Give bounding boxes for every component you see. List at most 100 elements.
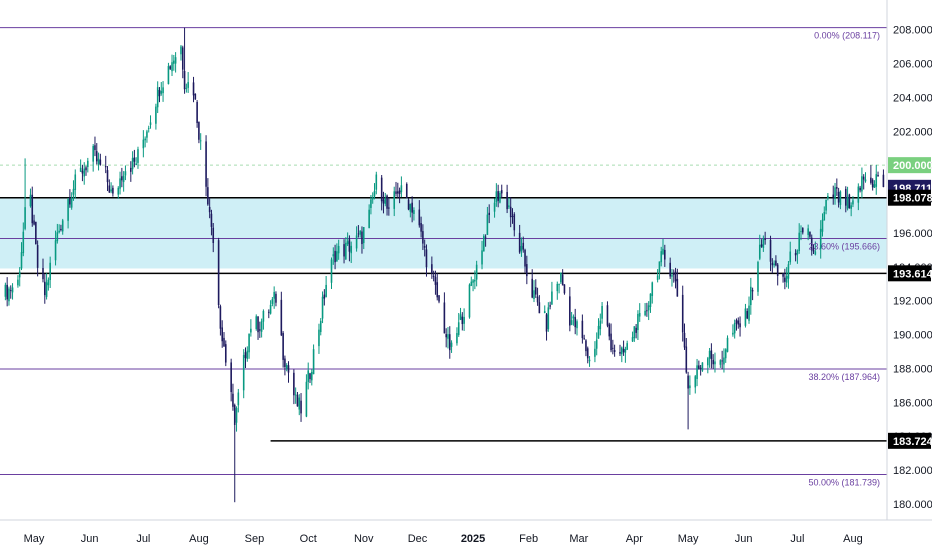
candle-body-down bbox=[735, 320, 738, 324]
candle-body-up bbox=[325, 284, 327, 298]
candle-body-down bbox=[699, 367, 702, 369]
time-tick-label: Jun bbox=[735, 533, 753, 545]
candle-body-up bbox=[796, 250, 799, 255]
candle-body-up bbox=[572, 316, 575, 319]
candle-body-down bbox=[674, 271, 677, 282]
candle-body-up bbox=[83, 168, 86, 177]
candle-body-down bbox=[676, 278, 679, 297]
price-tick-label: 208.000 bbox=[893, 25, 932, 37]
candle-body-up bbox=[162, 87, 164, 94]
candle-body-up bbox=[355, 235, 358, 249]
candle-body-down bbox=[244, 352, 247, 359]
candle-body-down bbox=[836, 187, 838, 189]
candle-body-up bbox=[370, 199, 372, 208]
candle-body-down bbox=[300, 400, 302, 414]
candle-body-up bbox=[131, 157, 134, 170]
candle-body-up bbox=[459, 314, 462, 320]
candle-body-down bbox=[60, 228, 62, 231]
candle-body-down bbox=[219, 306, 222, 329]
time-tick-label: Feb bbox=[519, 533, 538, 545]
candle-body-up bbox=[823, 211, 826, 221]
candle-body-up bbox=[97, 158, 100, 165]
candle-body-up bbox=[875, 174, 878, 187]
candle-body-up bbox=[147, 128, 150, 129]
candle-body-down bbox=[764, 238, 766, 241]
candle-body-up bbox=[298, 397, 301, 410]
candle-body-up bbox=[475, 264, 478, 280]
time-tick-label: Jun bbox=[81, 533, 99, 545]
candle-body-down bbox=[382, 199, 385, 204]
candles-layer bbox=[4, 27, 885, 503]
candle-body-up bbox=[556, 283, 559, 292]
candle-body-down bbox=[721, 360, 723, 362]
candle-body-up bbox=[733, 323, 736, 334]
candle-body-up bbox=[167, 66, 170, 85]
candle-body-down bbox=[497, 191, 499, 201]
level-labels-layer: 0.00% (208.117) 23.60% (195.666) 38.20% (1… bbox=[808, 31, 880, 488]
candle-body-up bbox=[744, 308, 747, 326]
level-badge-text: 183.724 bbox=[893, 436, 932, 448]
candle-body-down bbox=[882, 174, 885, 187]
candle-body-up bbox=[368, 209, 370, 229]
candle-body-up bbox=[117, 187, 120, 195]
candle-body-down bbox=[844, 188, 847, 206]
candle-body-down bbox=[794, 253, 797, 256]
candle-body-down bbox=[133, 157, 136, 162]
candle-body-up bbox=[656, 275, 659, 280]
candle-body-down bbox=[877, 175, 879, 177]
candle-body-up bbox=[701, 362, 704, 371]
candle-body-up bbox=[547, 307, 550, 330]
candle-body-up bbox=[67, 199, 69, 221]
candle-body-up bbox=[560, 272, 562, 283]
candle-body-up bbox=[47, 279, 50, 286]
candle-body-down bbox=[506, 192, 508, 210]
candle-body-down bbox=[737, 320, 740, 325]
candle-body-down bbox=[513, 214, 516, 231]
candle-body-down bbox=[518, 232, 521, 253]
candle-body-up bbox=[834, 187, 836, 199]
candle-body-up bbox=[119, 178, 121, 189]
candle-body-up bbox=[483, 235, 485, 252]
candle-body-down bbox=[461, 316, 464, 325]
candle-body-up bbox=[758, 244, 761, 259]
candle-body-down bbox=[681, 294, 684, 333]
candle-body-up bbox=[17, 279, 19, 286]
candle-body-down bbox=[196, 101, 198, 124]
candle-body-up bbox=[472, 280, 474, 283]
candle-body-up bbox=[255, 316, 258, 329]
candle-body-up bbox=[474, 279, 476, 282]
candle-body-up bbox=[620, 347, 623, 355]
candle-body-down bbox=[771, 262, 774, 266]
candle-body-up bbox=[601, 305, 603, 319]
candle-body-up bbox=[250, 328, 252, 333]
candle-body-down bbox=[812, 250, 815, 252]
time-tick-label: 2025 bbox=[461, 533, 485, 545]
candle-body-up bbox=[49, 262, 51, 280]
candle-body-up bbox=[87, 160, 89, 167]
candle-body-up bbox=[626, 343, 628, 350]
candle-body-down bbox=[194, 93, 197, 100]
candle-body-down bbox=[407, 199, 410, 210]
candle-body-up bbox=[384, 198, 387, 204]
candle-body-down bbox=[282, 333, 284, 360]
candle-body-up bbox=[22, 231, 25, 254]
candle-body-up bbox=[173, 60, 175, 64]
candle-body-down bbox=[871, 179, 874, 188]
candle-body-down bbox=[760, 244, 763, 247]
candle-body-up bbox=[146, 131, 148, 138]
candle-body-down bbox=[112, 187, 114, 194]
candle-body-up bbox=[8, 288, 10, 302]
candle-body-down bbox=[257, 316, 259, 333]
candle-body-up bbox=[864, 179, 867, 182]
candle-body-down bbox=[583, 338, 585, 340]
candle-body-up bbox=[644, 310, 646, 316]
fib-level-label: 0.00% (208.117) bbox=[814, 31, 880, 41]
level-badge bbox=[888, 189, 931, 206]
candle-body-up bbox=[450, 342, 453, 347]
candle-body-down bbox=[784, 277, 786, 282]
candle-body-up bbox=[58, 230, 60, 233]
candle-body-up bbox=[187, 82, 189, 88]
time-axis[interactable]: May Jun Jul Aug Sep Oct Nov Dec 2025 Feb Mar Apr May… bbox=[24, 533, 863, 545]
